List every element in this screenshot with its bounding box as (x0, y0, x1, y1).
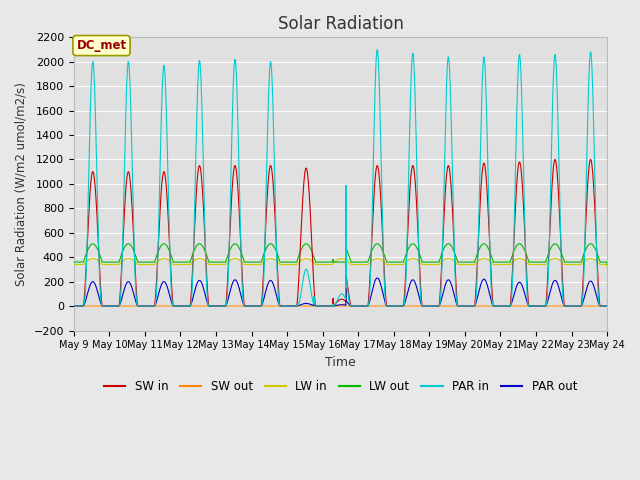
Title: Solar Radiation: Solar Radiation (278, 15, 403, 33)
Text: DC_met: DC_met (76, 39, 127, 52)
Legend: SW in, SW out, LW in, LW out, PAR in, PAR out: SW in, SW out, LW in, LW out, PAR in, PA… (99, 375, 582, 398)
Y-axis label: Solar Radiation (W/m2 umol/m2/s): Solar Radiation (W/m2 umol/m2/s) (15, 82, 28, 286)
X-axis label: Time: Time (325, 356, 356, 369)
